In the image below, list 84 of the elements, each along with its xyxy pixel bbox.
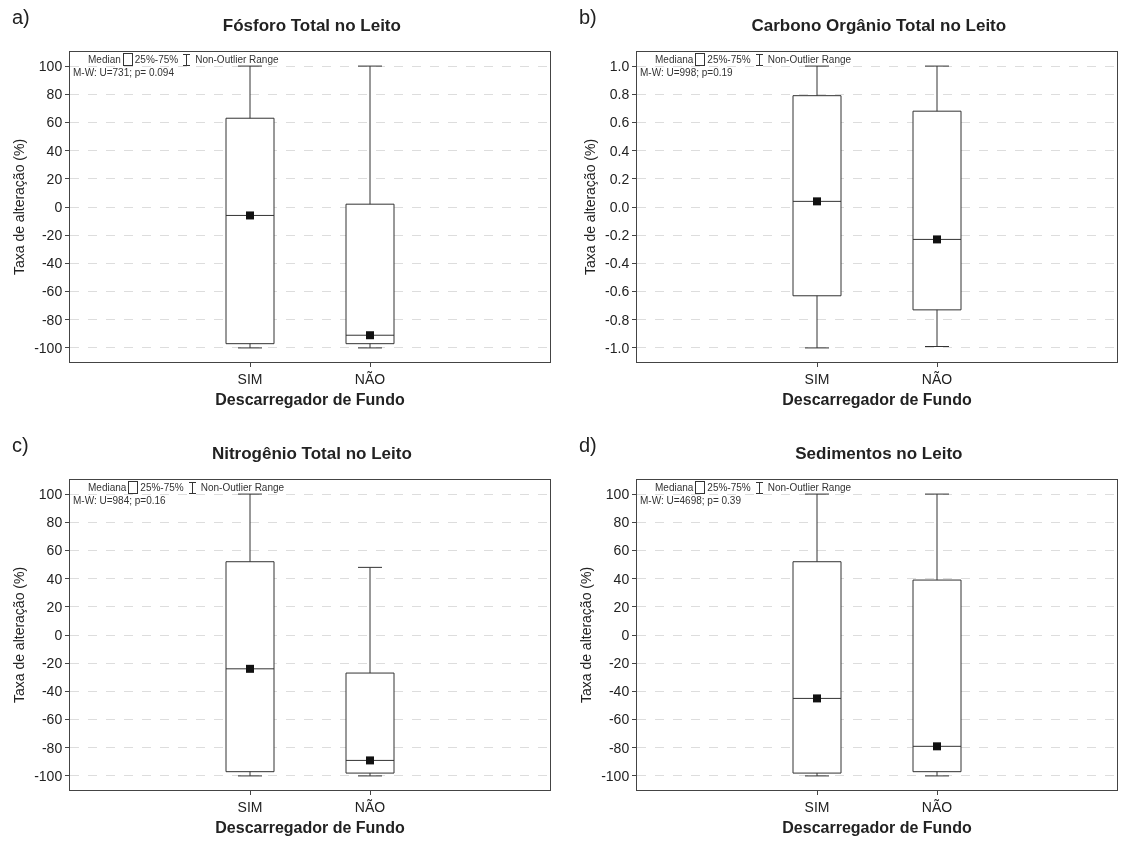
x-tick-label: NÃO [354,798,386,815]
text: M-W: U=998; p=0.19 [640,67,733,78]
y-tick-label: -20 [41,655,63,672]
y-tick-label: 0.8 [609,86,630,103]
y-tick-label: -80 [41,739,63,756]
y-tick-label: 40 [613,570,630,587]
y-tick-label: -0.2 [605,227,630,244]
y-tick-label: 60 [46,542,63,559]
y-tick-label: -60 [41,711,63,728]
y-tick-label: -40 [41,255,63,272]
y-tick-label: 20 [46,170,63,187]
y-axis-title: Taxa de alteração (%) [10,566,27,704]
y-tick-label: -80 [608,739,630,756]
text: d) [579,434,597,457]
y-tick-label: 0 [54,626,63,643]
y-tick-label: -0.8 [605,311,630,328]
y-tick-label: 0.0 [609,198,630,215]
y-tick-label: -0.4 [605,255,630,272]
text: Mediana [88,482,127,493]
y-tick-label: 0.6 [609,114,630,131]
y-tick-label: 40 [46,570,63,587]
y-tick-label: -20 [41,227,63,244]
y-tick-label: -40 [41,683,63,700]
y-tick-label: 60 [46,114,63,131]
x-axis-title: Descarregador de Fundo [782,391,972,409]
y-tick-label: 80 [613,514,630,531]
y-tick-label: -0.6 [605,283,630,300]
x-tick-label: SIM [804,798,830,815]
y-tick-label: -40 [608,683,630,700]
y-tick-label: 1.0 [609,57,630,74]
y-tick-label: 60 [613,542,630,559]
y-tick-label: 0.4 [609,142,630,159]
y-tick-label: 80 [46,86,63,103]
text: b) [579,6,597,29]
chart-title: Fósforo Total no Leito [222,16,401,36]
y-tick-label: 80 [46,514,63,531]
y-tick-label: 100 [38,485,63,502]
text: Median [88,54,121,65]
text: Mediana [655,482,694,493]
x-tick-label: SIM [237,798,263,815]
x-tick-label: NÃO [354,370,386,387]
text: M-W: U=984; p=0.16 [73,495,166,506]
text: M-W: U=4698; p= 0.39 [640,495,741,506]
text: M-W: U=731; p= 0.094 [73,67,174,78]
annotation: Non-Outlier Range [767,482,852,493]
y-tick-label: 100 [605,485,630,502]
x-tick-label: NÃO [921,370,953,387]
y-tick-label: 0 [54,198,63,215]
y-tick-label: 20 [613,598,630,615]
y-axis-title: Taxa de alteração (%) [581,138,598,276]
y-tick-label: 20 [46,598,63,615]
chart-title: Sedimentos no Leito [795,444,963,464]
annotation: Non-Outlier Range [200,482,285,493]
y-tick-label: -1.0 [605,339,630,356]
annotation: Non-Outlier Range [767,54,852,65]
y-tick-label: -20 [608,655,630,672]
y-tick-label: 0 [621,626,630,643]
y-tick-label: -60 [608,711,630,728]
y-tick-label: -100 [34,339,63,356]
text: a) [12,6,30,29]
y-axis-title: Taxa de alteração (%) [10,138,27,276]
chart-title: Carbono Orgânio Total no Leito [751,16,1007,36]
text: 25%-75% [140,482,184,493]
x-axis-title: Descarregador de Fundo [215,391,405,409]
text: Mediana [655,54,694,65]
x-tick-label: SIM [804,370,830,387]
text: 25%-75% [707,482,751,493]
y-tick-label: -60 [41,283,63,300]
x-tick-label: SIM [237,370,263,387]
text: c) [12,434,29,457]
y-tick-label: -80 [41,311,63,328]
x-tick-label: NÃO [921,798,953,815]
text: 25%-75% [134,54,179,65]
x-axis-title: Descarregador de Fundo [215,819,405,837]
annotation: Non-Outlier Range [195,54,279,65]
chart-title: Nitrogênio Total no Leito [211,444,412,464]
y-tick-label: 100 [38,57,63,74]
y-tick-label: 0.2 [609,170,630,187]
y-tick-label: 40 [46,142,63,159]
text: 25%-75% [707,54,751,65]
y-axis-title: Taxa de alteração (%) [577,566,594,704]
y-tick-label: -100 [601,767,630,784]
y-tick-label: -100 [34,767,63,784]
x-axis-title: Descarregador de Fundo [782,819,972,837]
